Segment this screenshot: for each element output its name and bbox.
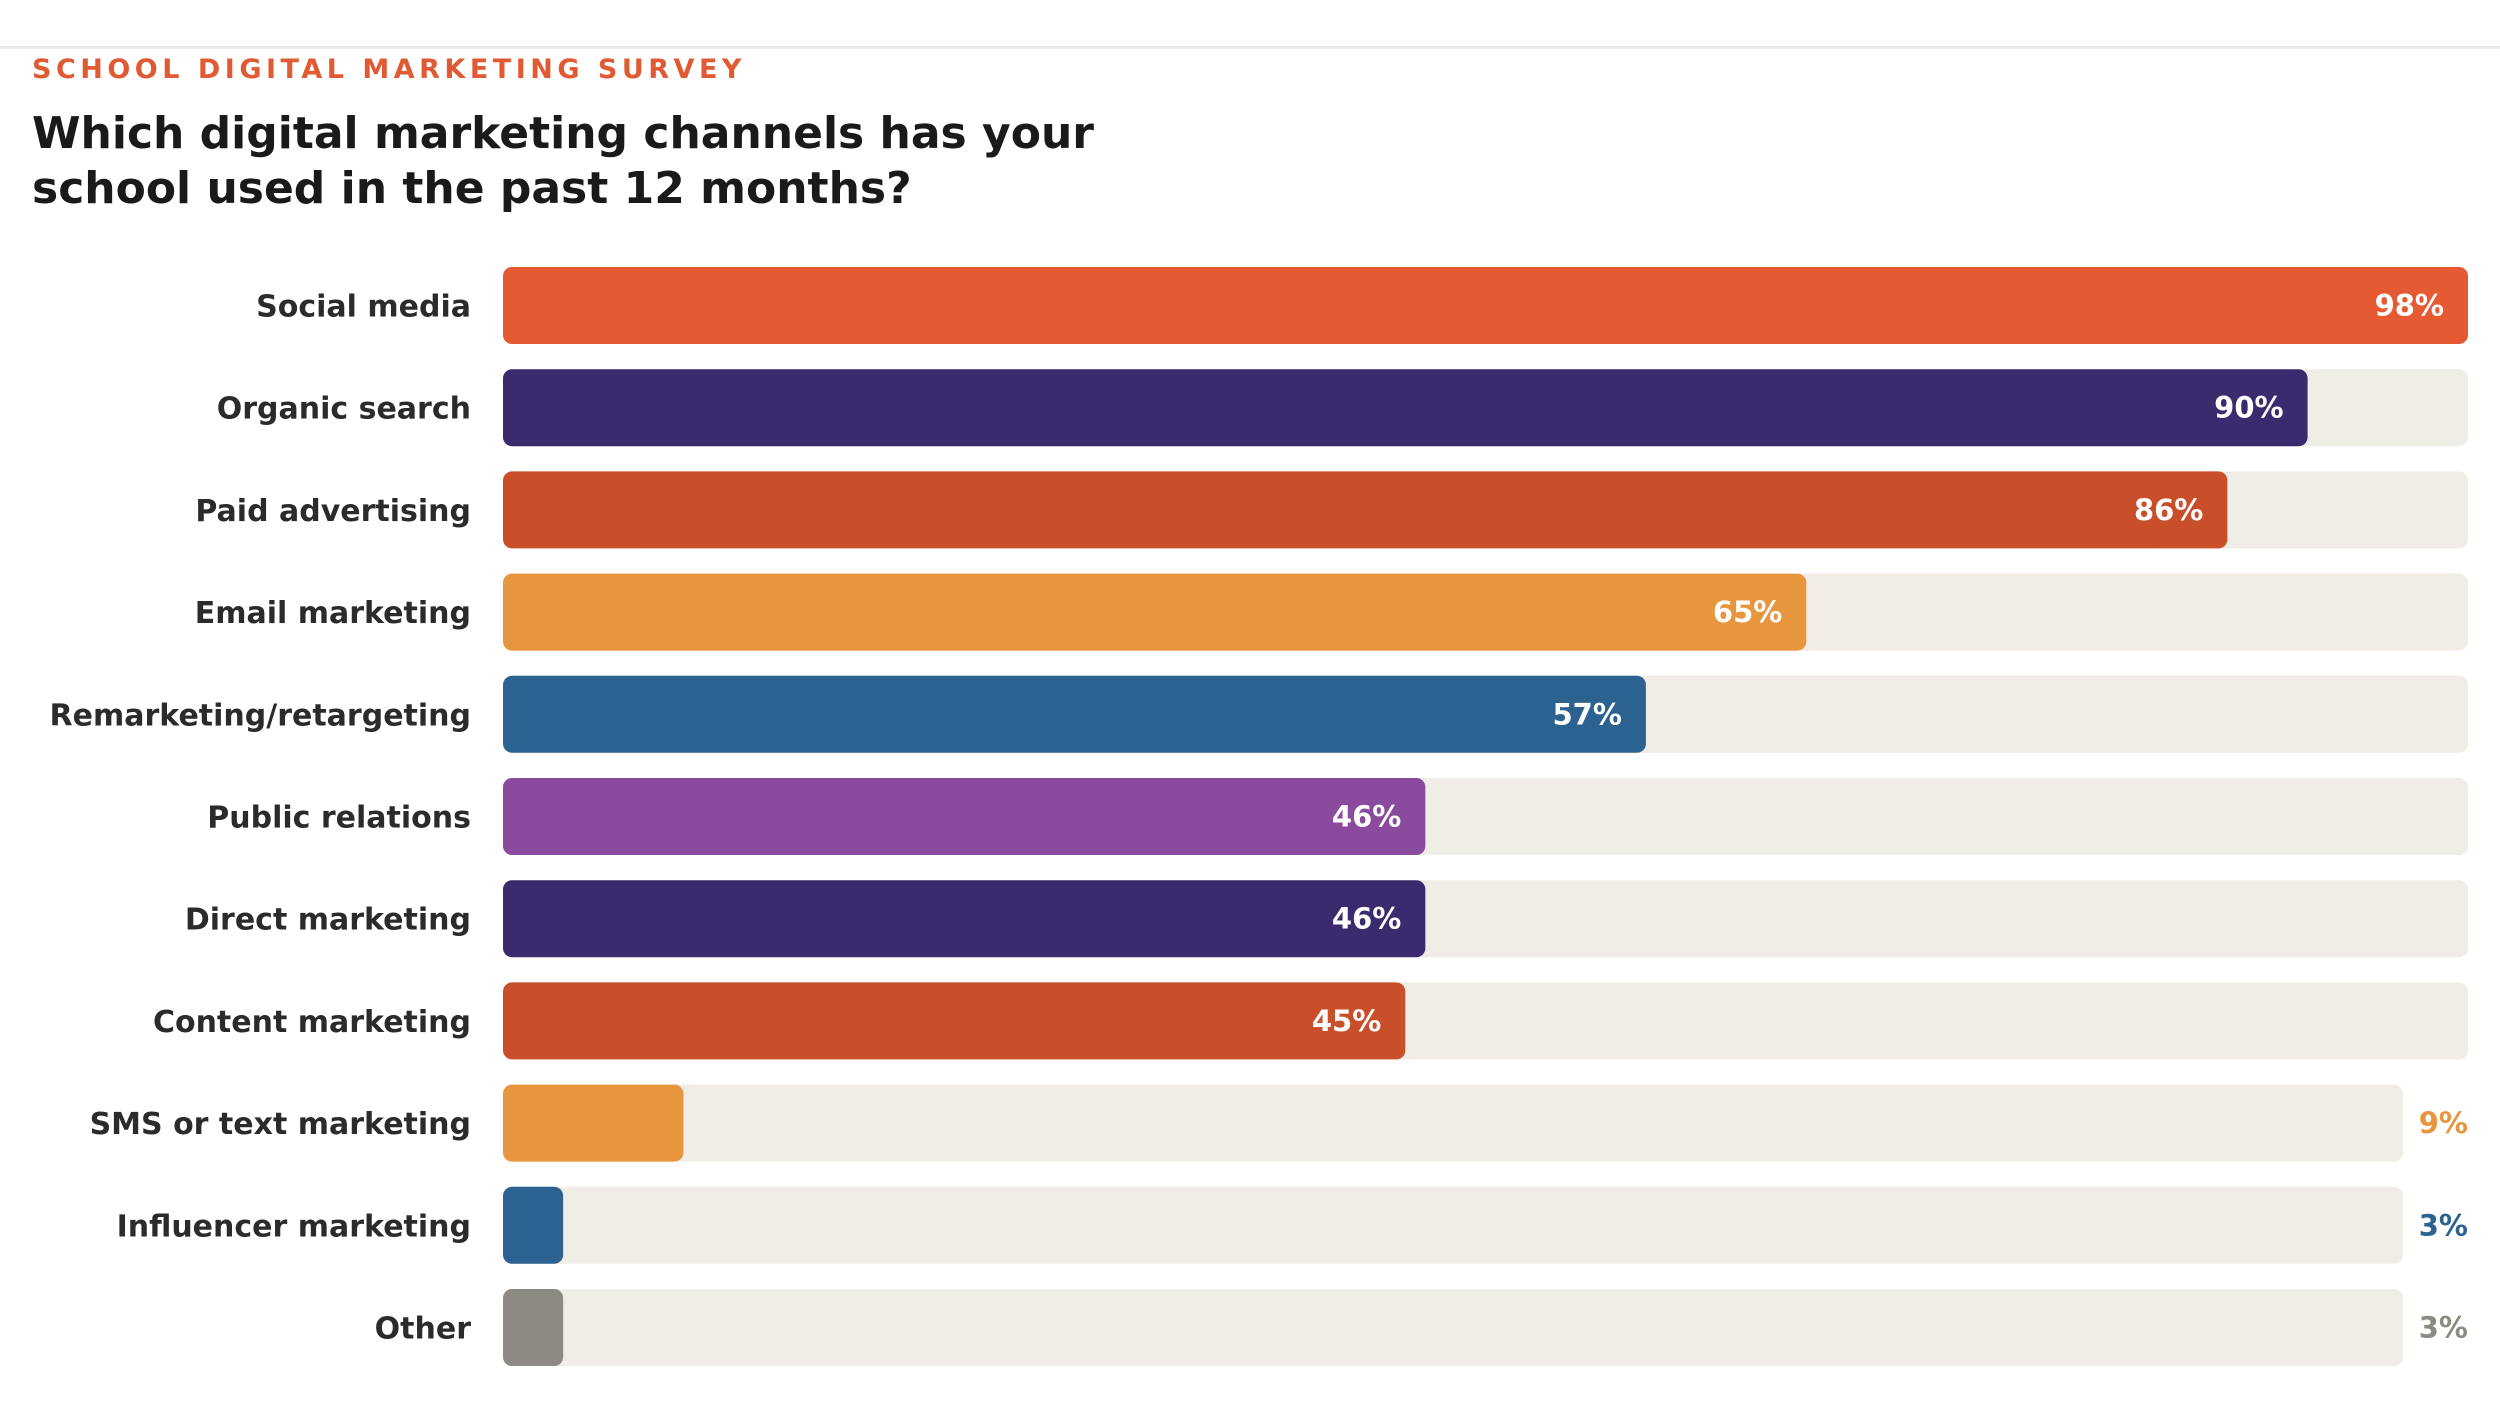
bar [503, 1186, 564, 1264]
category-label: Influencer marketing [117, 1209, 471, 1244]
bar-track [503, 1289, 2403, 1366]
bar [503, 880, 1426, 958]
bar [503, 369, 2308, 447]
category-label: SMS or text marketing [90, 1107, 471, 1142]
value-label: 65% [1713, 595, 1782, 629]
category-label: Social media [256, 290, 471, 325]
bar [503, 675, 1646, 753]
value-label: 86% [2134, 493, 2203, 527]
bar-track [503, 1186, 2403, 1264]
chart-title: Which digital marketing channels has you… [32, 108, 1094, 214]
value-label: 98% [2375, 289, 2444, 323]
category-label: Public relations [207, 801, 471, 836]
value-label: 9% [2419, 1106, 2468, 1140]
value-label: 90% [2214, 391, 2283, 425]
value-label: 46% [1332, 800, 1401, 834]
bar-track [503, 1084, 2403, 1162]
bar [503, 982, 1406, 1060]
bar [503, 1084, 684, 1162]
bar [503, 573, 1807, 651]
value-label: 45% [1312, 1004, 1381, 1038]
survey-eyebrow: SCHOOL DIGITAL MARKETING SURVEY [32, 54, 746, 85]
value-label: 57% [1552, 697, 1621, 731]
category-label: Organic search [217, 392, 471, 427]
category-label: Paid advertising [195, 494, 471, 529]
category-label: Other [375, 1312, 472, 1347]
value-label: 46% [1332, 902, 1401, 936]
category-label: Email marketing [195, 596, 471, 631]
top-divider [0, 46, 2500, 49]
bar [503, 471, 2228, 549]
value-label: 3% [2419, 1208, 2468, 1242]
bar [503, 1289, 564, 1366]
category-label: Direct marketing [185, 903, 471, 938]
bar [503, 778, 1426, 855]
category-label: Content marketing [153, 1005, 471, 1040]
value-label: 3% [2419, 1311, 2468, 1345]
bar [503, 267, 2468, 344]
category-label: Remarketing/retargeting [50, 698, 471, 733]
